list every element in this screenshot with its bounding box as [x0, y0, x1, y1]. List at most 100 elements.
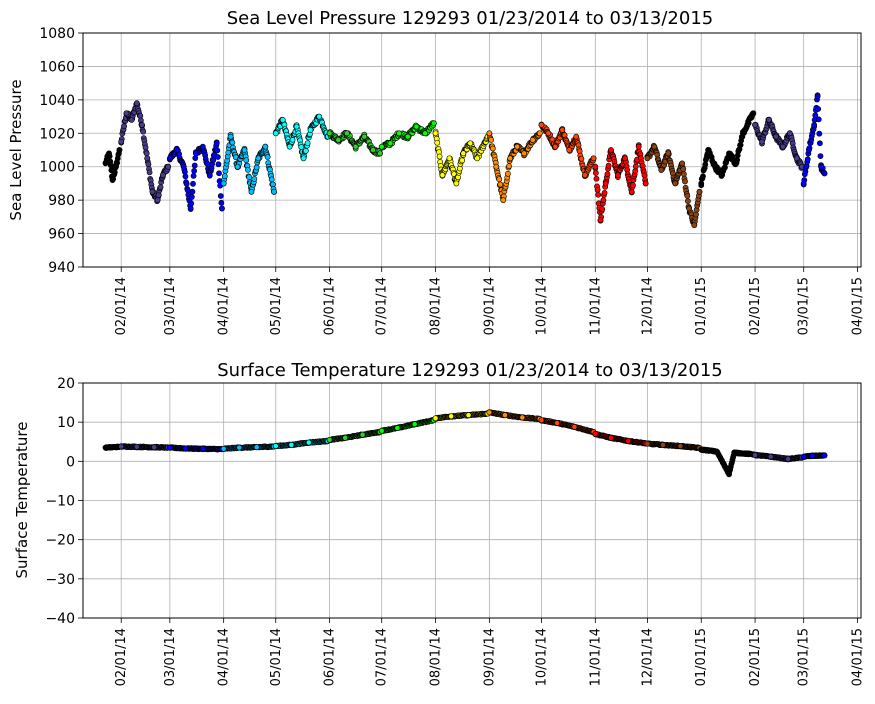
series-2 [166, 139, 225, 212]
fill-point [595, 191, 602, 198]
data-point [453, 180, 460, 187]
fill-point [245, 166, 251, 173]
fill-point [434, 139, 441, 146]
fill-point [594, 186, 601, 193]
y-tick-label: 20 [57, 376, 75, 392]
fill-point [604, 171, 611, 178]
data-point [344, 130, 350, 137]
fill-point [817, 140, 823, 147]
series-13 [752, 451, 805, 463]
fill-point [140, 128, 147, 135]
series-3 [220, 131, 277, 195]
series-2 [166, 444, 225, 453]
x-tick-label: 05/01/14 [269, 628, 284, 686]
fill-point [630, 182, 636, 189]
x-tick-label: 02/01/15 [748, 628, 763, 686]
data-point [116, 147, 123, 153]
data-point [378, 143, 385, 150]
data-point [712, 163, 719, 170]
data-point [660, 441, 666, 448]
fill-point [605, 162, 612, 169]
data-point [255, 155, 262, 162]
data-point [166, 155, 173, 162]
fill-point [191, 162, 198, 169]
y-tick-label: 940 [48, 260, 75, 276]
pressure-chart: Sea Level Pressure 129293 01/23/2014 to … [7, 8, 866, 335]
data-point [286, 143, 293, 150]
fill-point [188, 194, 195, 200]
fill-point [804, 156, 811, 163]
series-7 [432, 128, 491, 187]
data-point [361, 133, 368, 140]
data-point [793, 155, 800, 162]
data-point [519, 414, 526, 421]
series-13 [752, 116, 805, 171]
x-tick-label: 04/01/14 [217, 628, 232, 686]
x-tick-label: 11/01/14 [588, 628, 603, 686]
series-1 [118, 443, 171, 451]
data-point [658, 167, 665, 173]
data-point [220, 445, 227, 452]
data-point [182, 445, 189, 452]
data-point [430, 120, 437, 127]
x-tick-label: 01/01/15 [694, 628, 709, 686]
fill-point [221, 173, 228, 180]
data-point [500, 197, 507, 204]
data-point [474, 155, 481, 162]
data-point [192, 150, 199, 157]
data-point [106, 150, 112, 157]
data-point [566, 147, 573, 153]
x-tick-label: 08/01/14 [429, 628, 444, 686]
x-tick-label: 03/01/14 [163, 628, 178, 686]
data-point [387, 140, 394, 147]
fill-point [268, 176, 275, 183]
data-point [236, 444, 243, 451]
data-point [227, 133, 234, 140]
series-8 [486, 409, 543, 423]
data-point [439, 172, 446, 178]
series-4 [272, 113, 331, 162]
fill-point [190, 180, 196, 187]
fill-point [592, 170, 599, 176]
data-point [220, 180, 227, 187]
x-tick-label: 09/01/14 [482, 277, 497, 335]
data-point [335, 137, 342, 143]
fill-point [214, 147, 221, 154]
data-point [316, 113, 323, 120]
data-point [651, 143, 658, 150]
fill-point [488, 136, 494, 143]
fill-point [685, 198, 691, 205]
x-tick-label: 07/01/14 [375, 628, 390, 686]
series-9 [538, 121, 597, 179]
data-point [448, 413, 455, 420]
data-point [253, 444, 260, 451]
data-point [180, 163, 187, 170]
data-point [571, 423, 578, 430]
data-point [696, 188, 703, 195]
data-point [602, 180, 609, 187]
pressure-plot-frame [82, 32, 862, 268]
data-point [493, 163, 500, 170]
data-point [159, 172, 166, 178]
series-14 [800, 452, 828, 460]
data-point [625, 438, 632, 444]
fill-point [302, 147, 309, 154]
y-tick-label: 1040 [39, 93, 75, 109]
data-point [102, 160, 109, 167]
data-point [272, 130, 279, 137]
fill-point [600, 197, 607, 204]
y-tick-label: −20 [45, 533, 75, 549]
data-point [128, 117, 135, 123]
x-tick-label: 07/01/14 [375, 277, 390, 335]
pressure-chart-title: Sea Level Pressure 129293 01/23/2014 to … [227, 8, 714, 29]
data-point [173, 147, 180, 153]
data-point [628, 188, 635, 195]
fill-point [145, 161, 152, 168]
temperature-chart: Surface Temperature 129293 01/23/2014 to… [13, 360, 866, 686]
data-point [538, 417, 545, 424]
data-point [378, 427, 385, 434]
data-point [271, 188, 277, 195]
data-point [413, 123, 420, 130]
fill-point [216, 170, 222, 177]
